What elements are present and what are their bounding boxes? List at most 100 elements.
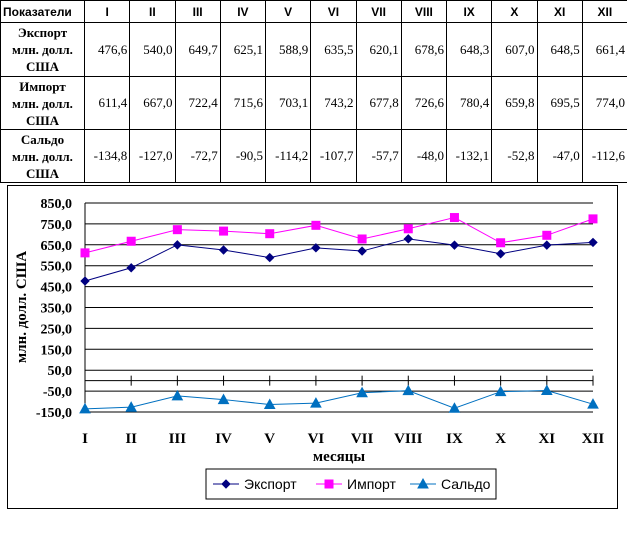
data-point <box>265 252 275 263</box>
table-cell: 476,6 <box>83 22 131 77</box>
table-cell: 722,4 <box>174 76 221 130</box>
x-tick-label: XI <box>538 431 555 447</box>
table-cell: 743,2 <box>310 76 357 130</box>
y-tick-label: 750,0 <box>41 218 73 233</box>
table-cell: 667,0 <box>129 76 176 130</box>
table-cell: 648,3 <box>445 22 493 77</box>
data-point <box>357 234 367 244</box>
x-tick-label: X <box>495 431 506 447</box>
data-point <box>356 386 368 398</box>
table-row: Экспорт млн. долл. США 476,6 540,0 649,7 625,1… <box>0 22 627 77</box>
x-tick-label: XII <box>582 431 605 447</box>
data-point <box>417 477 429 489</box>
table-header-row: Показатели I II III IV V VI VII VIII IX X XI XII <box>0 0 627 23</box>
y-axis-title: млн. долл. США <box>14 251 30 363</box>
table-cell: 695,5 <box>536 76 583 130</box>
data-point <box>448 402 461 413</box>
x-tick-label: V <box>264 431 275 447</box>
data-point <box>80 248 90 258</box>
table-cell: 588,9 <box>264 22 312 77</box>
table-cell: -47,0 <box>536 129 583 183</box>
table-cell: -114,2 <box>264 129 312 183</box>
legend-label: Сальдо <box>441 476 491 492</box>
data-point <box>542 230 552 240</box>
row-label-line: США <box>25 165 60 181</box>
data-point <box>311 220 321 230</box>
data-point <box>588 237 598 248</box>
table-cell: -127,0 <box>129 129 176 183</box>
y-tick-label: 150,0 <box>41 343 73 358</box>
x-tick-label: VII <box>351 431 374 447</box>
data-point <box>449 240 460 250</box>
y-tick-label: 250,0 <box>41 322 73 337</box>
table-cell: -57,7 <box>355 129 402 183</box>
row-label-line: Сальдо <box>20 131 65 147</box>
legend-label: Импорт <box>347 476 397 492</box>
data-point <box>79 402 91 414</box>
data-point <box>542 240 552 250</box>
y-tick-label: -50,0 <box>43 385 72 400</box>
table-cell: -90,5 <box>219 129 267 183</box>
data-point <box>172 240 183 250</box>
table-cell: -134,8 <box>83 129 131 183</box>
row-label-line: млн. долл. <box>12 148 73 164</box>
data-point <box>310 397 322 408</box>
row-label-line: Импорт <box>19 78 66 94</box>
y-tick-label: 450,0 <box>41 281 73 296</box>
data-point <box>403 234 413 244</box>
data-point <box>218 245 229 255</box>
data-point <box>587 398 599 409</box>
data-point <box>588 214 598 224</box>
table-cell: -48,0 <box>400 129 448 183</box>
legend-label: Экспорт <box>244 476 297 492</box>
table-cell: 648,5 <box>536 22 583 77</box>
table-cell: -72,7 <box>174 129 221 183</box>
x-tick-label: I <box>82 431 88 447</box>
x-axis-title: месяцы <box>313 449 365 465</box>
data-point <box>80 276 90 286</box>
table-cell: -112,6 <box>581 129 627 183</box>
data-point <box>357 246 367 256</box>
data-point <box>219 226 229 236</box>
legend <box>205 468 497 500</box>
data-point <box>403 224 413 234</box>
x-tick-label: IV <box>215 431 232 447</box>
data-point <box>496 238 506 248</box>
row-label-line: США <box>25 112 60 128</box>
x-tick-label: III <box>169 431 187 447</box>
row-label-line: США <box>25 59 60 74</box>
data-point <box>494 385 507 397</box>
series-line <box>84 238 594 282</box>
data-point <box>449 213 459 223</box>
table-cell: 703,1 <box>264 76 312 130</box>
data-point <box>540 384 553 395</box>
series-line <box>84 389 594 410</box>
data-point <box>311 243 321 253</box>
row-label: Сальдо млн. долл. США <box>0 129 85 183</box>
data-point <box>172 225 182 235</box>
row-label: Импорт млн. долл. США <box>0 76 85 130</box>
table-cell: 715,6 <box>219 76 267 130</box>
row-label-line: млн. долл. <box>12 95 73 111</box>
y-tick-label: 550,0 <box>41 260 73 275</box>
table-row: Сальдо млн. долл. США -134,8 -127,0 -72,7 -90,… <box>0 129 627 183</box>
y-tick-label: 50,0 <box>48 364 73 379</box>
data-point <box>125 401 138 412</box>
chart-frame <box>7 185 618 509</box>
data-point <box>265 229 275 239</box>
data-point <box>495 249 506 259</box>
x-tick-label: II <box>125 431 137 447</box>
table-cell: 677,8 <box>355 76 402 130</box>
table-cell: 774,0 <box>581 76 627 130</box>
table-cell: 661,4 <box>581 22 627 77</box>
table-cell: 649,7 <box>174 22 221 77</box>
table-cell: 659,8 <box>491 76 538 130</box>
data-point <box>402 384 415 396</box>
data-point <box>263 398 276 410</box>
data-point <box>221 479 231 489</box>
row-label-line: млн. долл. <box>12 42 73 57</box>
table-cell: 780,4 <box>445 76 493 130</box>
table-row: Импорт млн. долл. США 611,4 667,0 722,4 715,6 7… <box>0 76 627 130</box>
data-point <box>126 263 136 273</box>
